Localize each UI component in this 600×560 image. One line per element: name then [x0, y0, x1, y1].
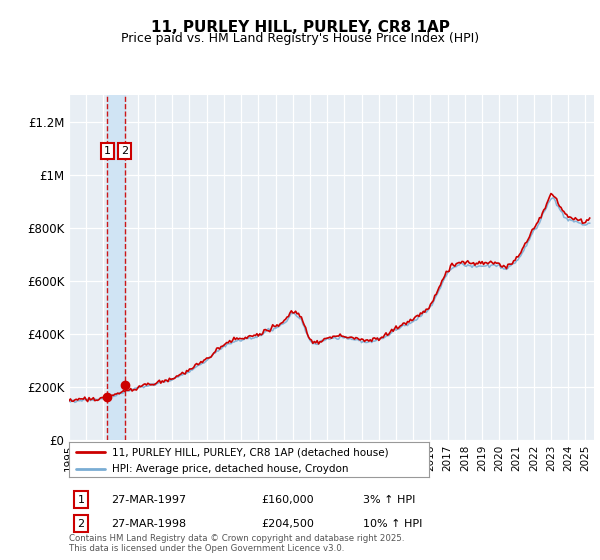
Text: 2: 2: [121, 146, 128, 156]
Text: £204,500: £204,500: [261, 519, 314, 529]
Text: HPI: Average price, detached house, Croydon: HPI: Average price, detached house, Croy…: [112, 464, 349, 474]
Text: 27-MAR-1998: 27-MAR-1998: [111, 519, 186, 529]
Text: £160,000: £160,000: [261, 494, 314, 505]
Text: Contains HM Land Registry data © Crown copyright and database right 2025.
This d: Contains HM Land Registry data © Crown c…: [69, 534, 404, 553]
Text: 2: 2: [77, 519, 85, 529]
Text: 1: 1: [77, 494, 85, 505]
Text: 10% ↑ HPI: 10% ↑ HPI: [363, 519, 422, 529]
Text: 1: 1: [104, 146, 111, 156]
Text: Price paid vs. HM Land Registry's House Price Index (HPI): Price paid vs. HM Land Registry's House …: [121, 32, 479, 45]
Bar: [107, 95, 125, 440]
Text: 11, PURLEY HILL, PURLEY, CR8 1AP (detached house): 11, PURLEY HILL, PURLEY, CR8 1AP (detach…: [112, 447, 389, 457]
Text: 27-MAR-1997: 27-MAR-1997: [111, 494, 186, 505]
Text: 11, PURLEY HILL, PURLEY, CR8 1AP: 11, PURLEY HILL, PURLEY, CR8 1AP: [151, 20, 449, 35]
Text: 3% ↑ HPI: 3% ↑ HPI: [363, 494, 415, 505]
